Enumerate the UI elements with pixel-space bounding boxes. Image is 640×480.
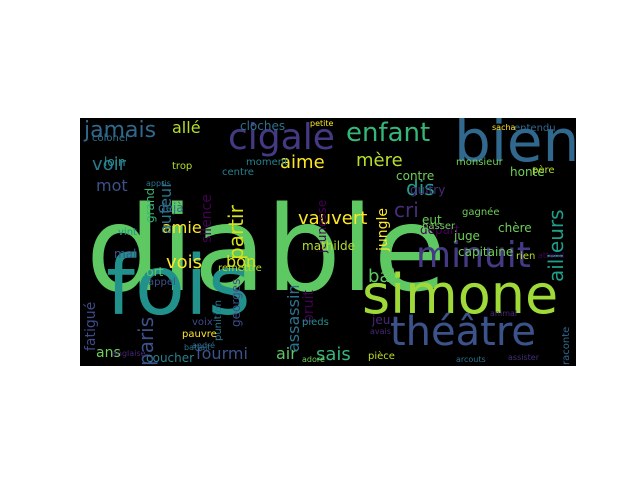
cloud-word: aime [280,152,325,173]
word-cloud: diable fois bien simone minuit théâtre cigale e… [80,118,576,366]
cloud-word: colonel [92,133,128,144]
cloud-word: diable [86,180,447,318]
cloud-word: guitry [410,183,446,197]
cloud-word: andré [192,341,216,350]
cloud-word: attend [538,251,565,260]
cloud-word: cigale [228,118,335,158]
cloud-word: appel [148,277,176,288]
cloud-word: remettre [218,263,262,274]
cloud-word: honte [510,165,545,179]
cloud-word: vois [166,252,203,273]
cloud-word: battait [184,343,211,352]
cloud-word: grand [143,187,157,223]
cloud-word: air [276,344,297,363]
cloud-word: loin [104,155,126,169]
cloud-word: centre [222,167,254,178]
cloud-word: juge [454,229,480,243]
cloud-word: fourmi [196,344,248,363]
cloud-word: raconte [561,326,572,365]
cloud-word: voir [92,154,127,175]
cloud-word: animal [490,309,518,318]
cloud-word: contre [396,169,435,183]
cloud-word: eut [422,213,442,227]
cloud-word: passer [422,221,456,232]
cloud-word: pièce [368,351,395,362]
cloud-word: bien [454,118,576,175]
cloud-word: georges [229,278,243,327]
cloud-word: ans [96,345,121,361]
cloud-word: fois [106,239,251,334]
cloud-word: jeu [372,313,391,327]
cloud-word: fort [142,265,164,279]
cloud-word: appris [146,179,171,188]
cloud-word: bal [368,266,396,287]
cloud-word: vauvert [298,208,368,229]
cloud-word: assassin [284,284,303,353]
cloud-word: capitaine [458,245,514,259]
cloud-word: cloches [240,119,286,133]
cloud-word: dis [406,176,435,200]
cloud-word: vint [118,227,137,238]
cloud-word: pieds [302,317,329,328]
cloud-word: trop [172,161,193,172]
cloud-word: ailleurs [544,209,568,282]
cloud-word: mal [114,247,137,261]
cloud-word: monsieur [456,157,503,168]
cloud-word: silence [199,193,215,243]
cloud-word: chère [498,221,532,235]
cloud-word: avais [370,327,391,336]
cloud-word: départ [420,223,460,237]
cloud-word: jamais [84,118,157,143]
cloud-word: petite [310,119,334,128]
cloud-word: minuit [416,235,531,276]
cloud-word: déjà [158,201,184,215]
cloud-word: rien [516,251,536,262]
cloud-word: mère [356,150,403,171]
cloud-word: jungle [375,207,391,251]
cloud-word: fatigué [83,301,99,351]
cloud-word: théâtre [390,309,537,355]
cloud-word: sais [316,344,351,365]
cloud-word: entendu [514,123,556,134]
cloud-word: voix [192,317,213,328]
cloud-word: adore [302,355,325,364]
cloud-word: bon [226,252,257,271]
cloud-word: allé [172,118,201,137]
cloud-word: cri [394,198,419,222]
cloud-word: moment [246,157,289,168]
cloud-word: anglaise [112,349,146,358]
cloud-word: assister [508,353,539,362]
cloud-word: arcouts [456,355,486,364]
cloud-word: gagnée [462,207,500,218]
cloud-word: pauvre [182,329,217,340]
cloud-word: sacha [492,123,516,132]
cloud-word: mathilde [302,239,356,253]
cloud-word: enfant [346,118,431,148]
cloud-word: mot [96,176,128,195]
cloud-word: coucher [146,351,195,365]
cloud-word: père [532,165,555,176]
cloud-word: simone [362,263,559,326]
cloud-word: amie [162,218,202,237]
